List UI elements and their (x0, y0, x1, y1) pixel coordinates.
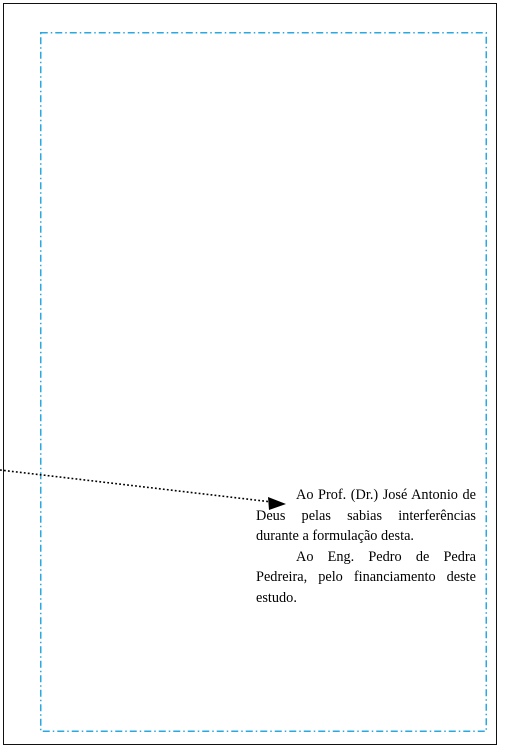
dedication-text: Ao Prof. (Dr.) José Antonio de Deus pela… (256, 485, 476, 609)
document-page (3, 3, 497, 745)
margin-guide-box (40, 32, 487, 732)
dedication-paragraph-2: Ao Eng. Pedro de Pedra Pedreira, pelo fi… (256, 548, 476, 606)
dedication-paragraph-1: Ao Prof. (Dr.) José Antonio de Deus pela… (256, 487, 476, 545)
margin-guide-outline (40, 32, 487, 732)
